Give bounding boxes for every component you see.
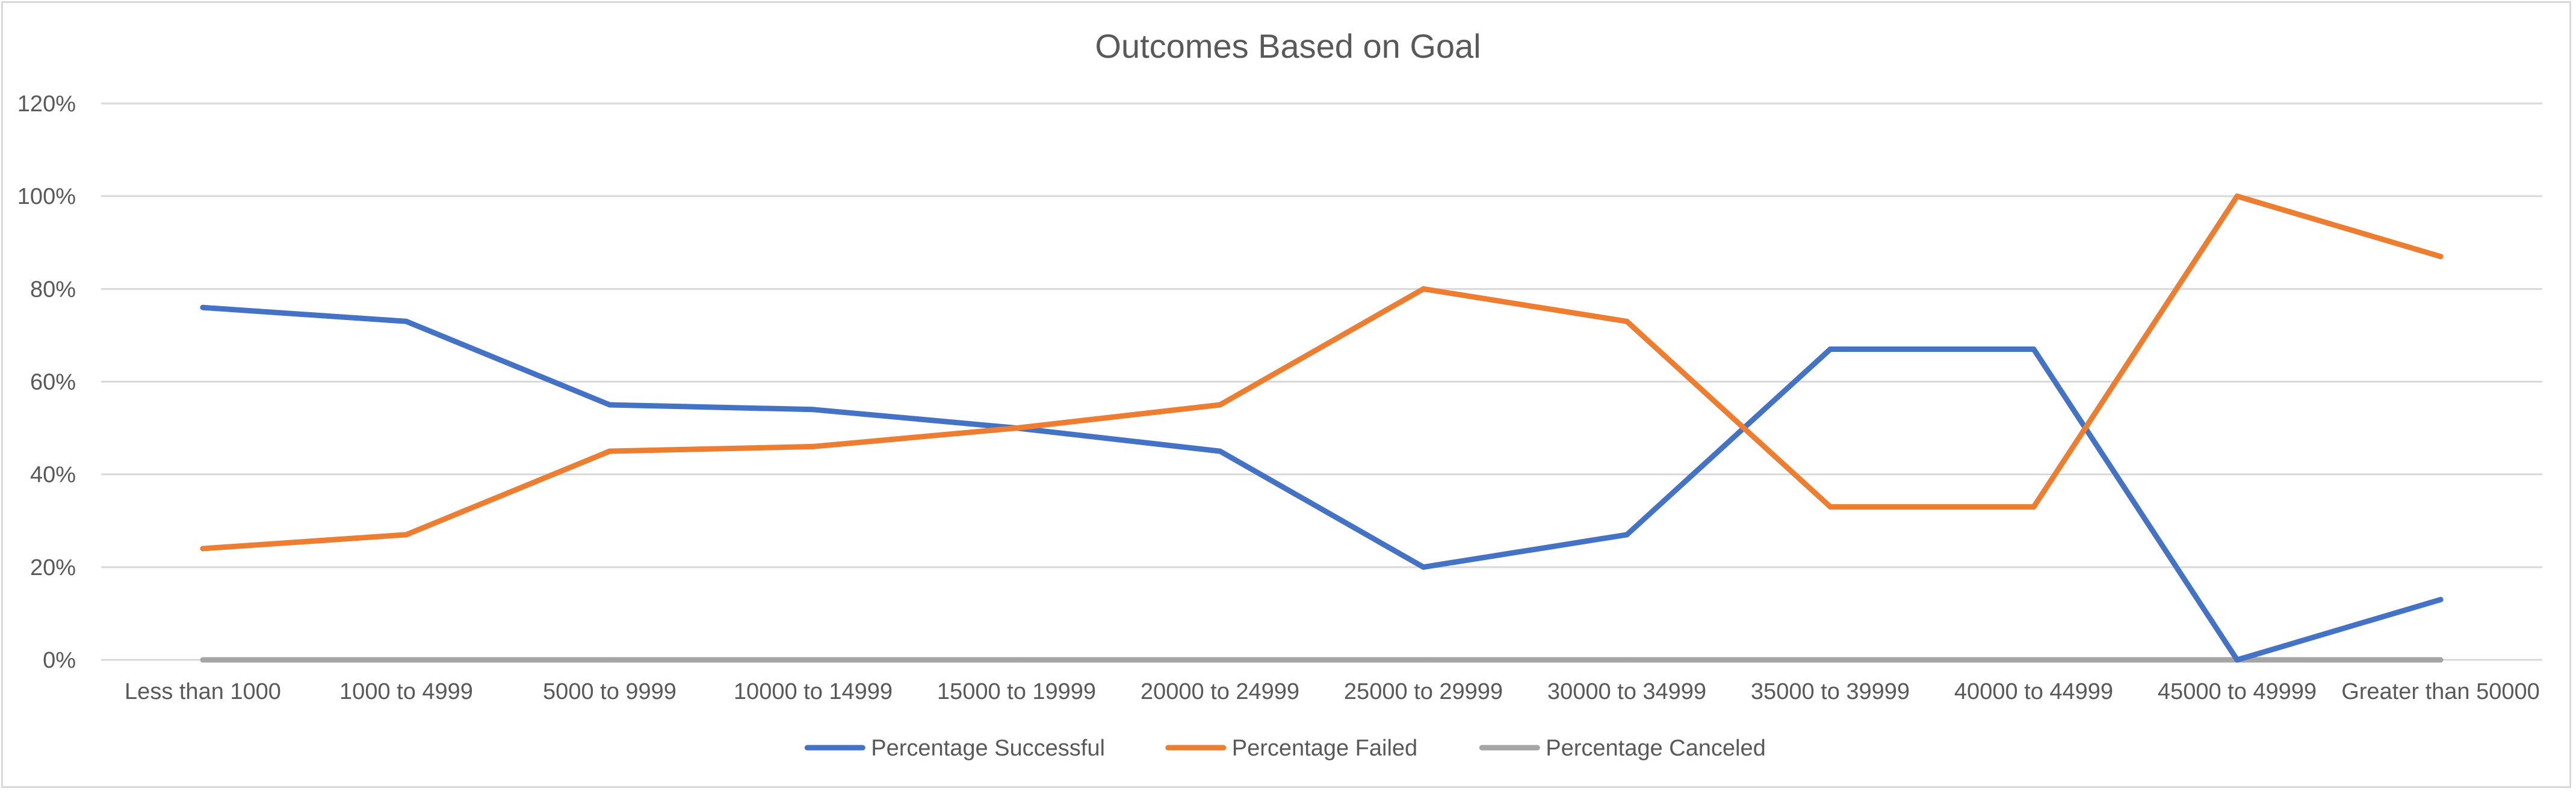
data-point bbox=[1217, 448, 1223, 454]
x-tick-label: 35000 to 39999 bbox=[1751, 679, 1910, 704]
data-point bbox=[607, 448, 613, 454]
y-tick-label: 40% bbox=[30, 463, 76, 488]
data-point bbox=[1624, 532, 1630, 538]
legend-item[interactable]: Percentage Failed bbox=[1165, 736, 1417, 761]
gridlines bbox=[101, 102, 2542, 661]
y-tick-label: 0% bbox=[43, 648, 76, 673]
data-point bbox=[2438, 597, 2444, 603]
series-line-percentage-failed bbox=[200, 193, 2444, 552]
data-point bbox=[1624, 657, 1630, 663]
data-point bbox=[2031, 657, 2037, 663]
data-point bbox=[1827, 504, 1833, 510]
data-point bbox=[810, 407, 816, 413]
data-point bbox=[1420, 657, 1426, 663]
legend-label: Percentage Successful bbox=[871, 736, 1105, 761]
data-point bbox=[1014, 425, 1020, 431]
data-point bbox=[1014, 657, 1020, 663]
data-point bbox=[607, 657, 613, 663]
data-point bbox=[1827, 657, 1833, 663]
data-point bbox=[200, 546, 206, 552]
y-tick-label: 60% bbox=[30, 370, 76, 395]
data-point bbox=[200, 304, 206, 310]
data-point bbox=[1827, 346, 1833, 352]
data-point bbox=[403, 318, 409, 324]
x-tick-label: 20000 to 24999 bbox=[1141, 679, 1299, 704]
x-tick-label: 25000 to 29999 bbox=[1344, 679, 1503, 704]
legend-label: Percentage Canceled bbox=[1546, 736, 1765, 761]
data-point bbox=[1420, 564, 1426, 570]
data-point bbox=[2031, 504, 2037, 510]
data-point bbox=[607, 402, 613, 408]
data-point bbox=[2234, 193, 2240, 199]
data-point bbox=[2031, 346, 2037, 352]
legend: Percentage Successful Percentage Failed Pe… bbox=[804, 736, 1766, 761]
x-tick-label: Less than 1000 bbox=[125, 679, 281, 704]
legend-label: Percentage Failed bbox=[1232, 736, 1417, 761]
data-point bbox=[2234, 657, 2240, 663]
data-point bbox=[2438, 657, 2444, 663]
data-point bbox=[200, 657, 206, 663]
legend-item[interactable]: Percentage Canceled bbox=[1479, 736, 1766, 761]
y-tick-label: 80% bbox=[30, 277, 76, 302]
y-tick-label: 120% bbox=[17, 91, 76, 117]
data-point bbox=[403, 657, 409, 663]
y-tick-label: 100% bbox=[17, 184, 76, 209]
x-tick-label: 5000 to 9999 bbox=[543, 679, 677, 704]
data-point bbox=[1217, 657, 1223, 663]
y-axis: 0% 20% 40% 60% 80% 100% 120% bbox=[17, 91, 76, 673]
x-tick-label: 1000 to 4999 bbox=[339, 679, 473, 704]
x-axis: Less than 1000 1000 to 4999 5000 to 9999 10… bbox=[125, 679, 2540, 704]
data-point bbox=[1624, 318, 1630, 324]
legend-item[interactable]: Percentage Successful bbox=[804, 736, 1105, 761]
x-tick-label: Greater than 50000 bbox=[2341, 679, 2540, 704]
data-point bbox=[810, 657, 816, 663]
x-tick-label: 40000 to 44999 bbox=[1954, 679, 2113, 704]
x-tick-label: 10000 to 14999 bbox=[734, 679, 893, 704]
data-point bbox=[2438, 253, 2444, 259]
x-tick-label: 45000 to 49999 bbox=[2158, 679, 2317, 704]
y-tick-label: 20% bbox=[30, 555, 76, 580]
data-point bbox=[1420, 286, 1426, 292]
series-line-percentage-successful bbox=[200, 304, 2444, 663]
chart-title: Outcomes Based on Goal bbox=[1095, 27, 1481, 65]
data-point bbox=[1217, 402, 1223, 408]
data-point bbox=[810, 443, 816, 449]
x-tick-label: 15000 to 19999 bbox=[937, 679, 1096, 704]
series-group bbox=[200, 193, 2444, 663]
x-tick-label: 30000 to 34999 bbox=[1547, 679, 1706, 704]
data-point bbox=[403, 532, 409, 538]
